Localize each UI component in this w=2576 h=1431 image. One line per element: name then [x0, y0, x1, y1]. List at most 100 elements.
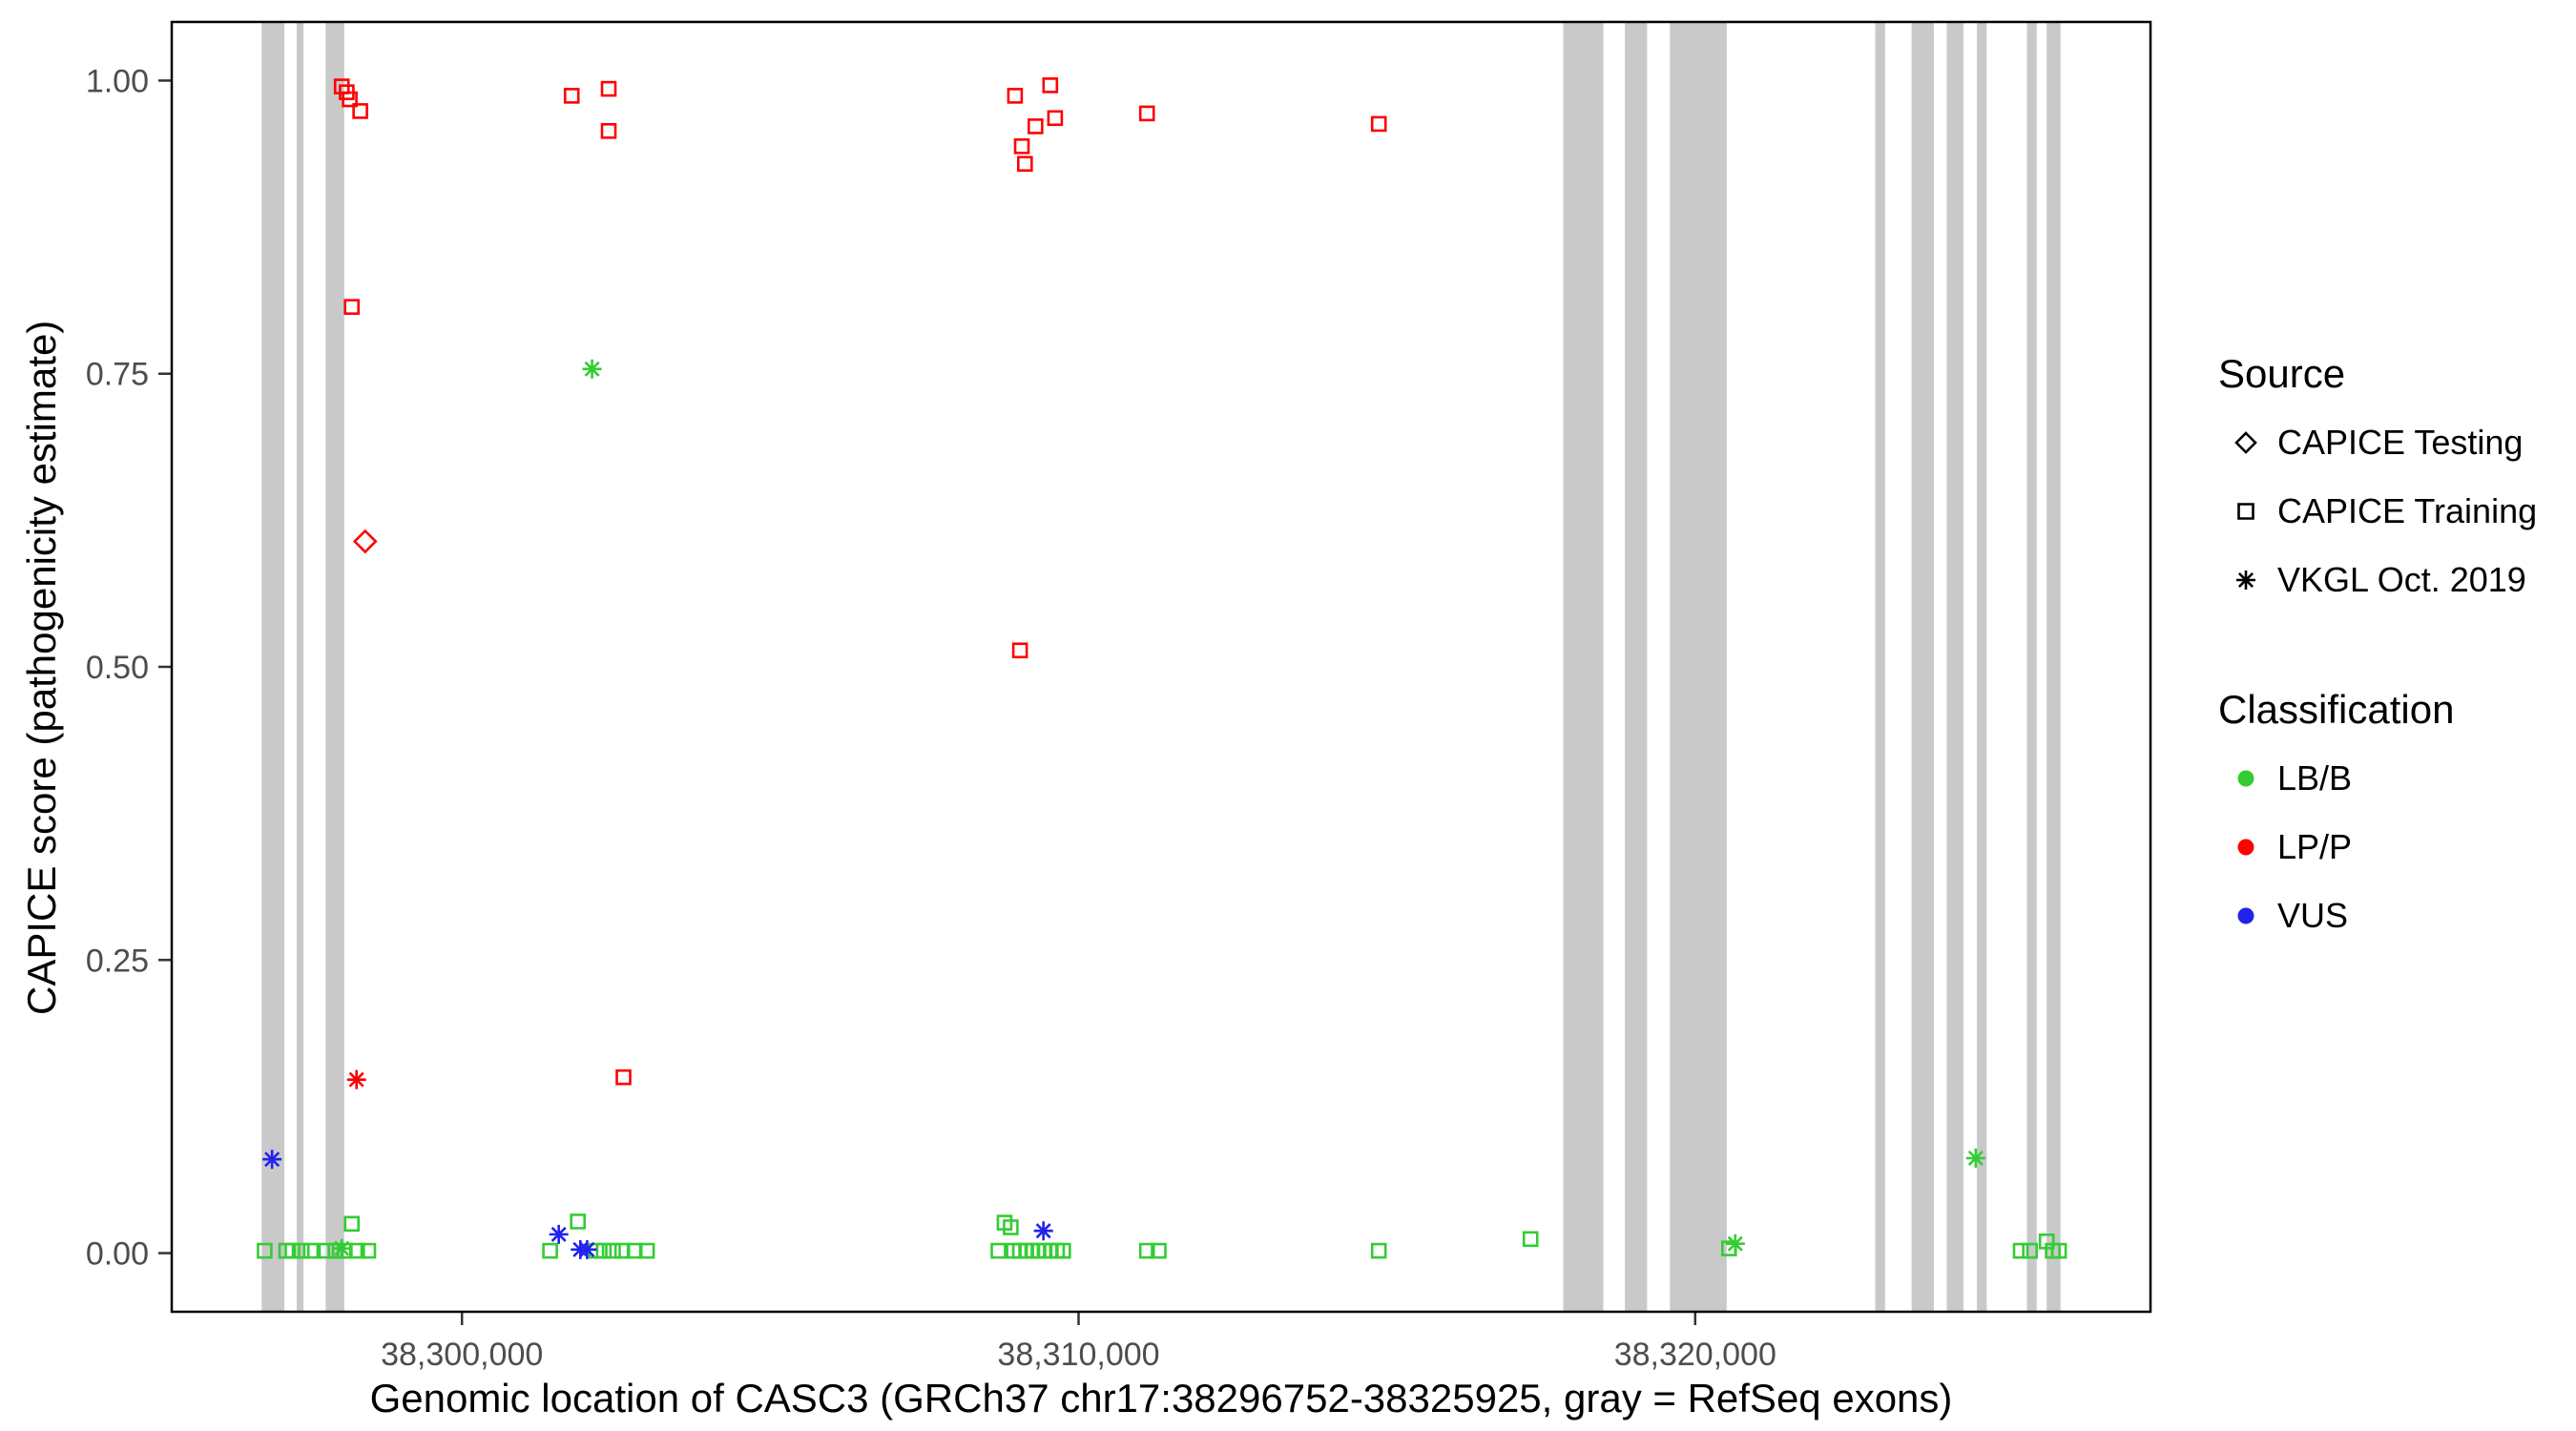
data-point-square — [343, 1215, 361, 1233]
data-point-square — [595, 1242, 613, 1259]
legend-item-capice-testing: CAPICE Testing — [2224, 422, 2537, 464]
data-point-square — [293, 1242, 310, 1259]
data-point-square — [1522, 1231, 1539, 1248]
legend-glyph — [2224, 757, 2268, 799]
legend-group-source: Source CAPICE Testing CAPICE Training VKGL… — [2218, 351, 2537, 601]
data-point-square — [1138, 1242, 1155, 1259]
data-point-square — [342, 91, 358, 108]
series-training-lbb — [257, 1213, 2067, 1259]
legend-glyph — [2224, 895, 2268, 937]
data-point-square — [542, 1242, 558, 1259]
data-point-asterisk — [1725, 1234, 1745, 1254]
exon-bar — [1875, 22, 1885, 1312]
data-point-square — [600, 123, 617, 139]
data-point-square — [1011, 642, 1028, 659]
data-point-square — [2050, 1242, 2067, 1259]
legend-source-title: Source — [2218, 351, 2346, 396]
asterisk-icon — [2236, 570, 2255, 590]
x-tick-label: 38,310,000 — [997, 1337, 1159, 1373]
panel-border — [170, 20, 2152, 1314]
legend-item-label: CAPICE Testing — [2277, 423, 2524, 462]
data-point-asterisk — [262, 1150, 282, 1170]
data-point-asterisk — [1965, 1148, 1985, 1168]
circle-icon — [2237, 770, 2254, 787]
data-point-asterisk — [332, 1238, 352, 1258]
data-point-square — [257, 1242, 273, 1259]
data-point-square — [600, 80, 617, 97]
exon-bar — [2026, 22, 2037, 1312]
y-tick-label: 1.00 — [86, 63, 149, 99]
data-point-asterisk — [549, 1224, 569, 1244]
circle-icon — [2237, 839, 2254, 856]
data-point-square — [615, 1068, 632, 1086]
series-training-lpp — [333, 77, 1387, 1086]
legend-item-vkgl-oct-2019: VKGL Oct. 2019 — [2224, 559, 2537, 601]
data-point-square — [1370, 115, 1387, 133]
exon-bar — [297, 22, 304, 1312]
data-point-square — [2012, 1242, 2029, 1259]
data-point-square — [1007, 88, 1024, 104]
data-point-square — [318, 1242, 335, 1259]
legend-item-label: VKGL Oct. 2019 — [2277, 560, 2526, 599]
exon-bar — [2046, 22, 2061, 1312]
legend-item-label: CAPICE Training — [2277, 491, 2538, 530]
series-vkgl-lpp — [346, 1069, 366, 1089]
data-point-square — [348, 1242, 365, 1259]
data-point-square — [343, 299, 361, 316]
legend-group-classification: Classification LB/B LP/P VUS — [2218, 687, 2537, 937]
series-vkgl-lbb — [332, 359, 1985, 1258]
exon-bar — [1563, 22, 1604, 1312]
exon-bar — [1977, 22, 1987, 1312]
x-axis: 38,300,000 38,310,000 38,320,000 — [381, 1312, 1776, 1373]
legend-classification-items: LB/B LP/P VUS — [2218, 757, 2537, 937]
legend-classification-title: Classification — [2218, 687, 2455, 732]
square-icon — [2237, 503, 2254, 520]
data-point-square — [1013, 138, 1030, 155]
legend-glyph — [2224, 422, 2268, 464]
data-point-square — [1042, 77, 1059, 93]
y-axis: 0.00 0.25 0.50 0.75 1.00 — [86, 63, 172, 1273]
data-point-square — [1138, 105, 1155, 122]
exon-bars — [261, 22, 2061, 1312]
data-point-square — [284, 1242, 301, 1259]
exon-bar — [1946, 22, 1963, 1312]
legend-item-vus: VUS — [2224, 895, 2537, 937]
data-point-square — [1047, 110, 1064, 127]
y-axis-title: CAPICE score (pathogenicity estimate) — [19, 320, 64, 1016]
x-tick-label: 38,300,000 — [381, 1337, 543, 1373]
data-point-square — [563, 88, 580, 104]
data-point-square — [1151, 1242, 1167, 1259]
x-tick-label: 38,320,000 — [1614, 1337, 1776, 1373]
legend-glyph — [2224, 559, 2268, 601]
data-point-square — [302, 1242, 320, 1259]
legend-item-label: LB/B — [2277, 758, 2353, 798]
data-point-square — [1028, 118, 1044, 135]
legend-item-label: LP/P — [2277, 827, 2353, 866]
diamond-icon — [2234, 431, 2257, 454]
circle-icon — [2237, 907, 2254, 924]
exon-bar — [261, 22, 285, 1312]
legend-source-items: CAPICE Testing CAPICE Training VKGL Oct. 2… — [2218, 422, 2537, 601]
legend-item-lp-p: LP/P — [2224, 826, 2537, 868]
data-point-square — [1017, 156, 1033, 172]
series-testing-lpp — [352, 529, 378, 554]
data-point-square — [1003, 1219, 1019, 1235]
data-point-square — [638, 1242, 655, 1259]
legend-item-lb-b: LB/B — [2224, 757, 2537, 799]
legend-glyph — [2224, 490, 2268, 532]
exon-bar — [1625, 22, 1648, 1312]
data-point-asterisk — [1033, 1221, 1053, 1241]
data-point-square — [360, 1242, 377, 1259]
data-point-square — [352, 103, 368, 119]
exon-bar — [325, 22, 344, 1312]
series-vkgl-vus — [262, 1150, 1053, 1259]
y-tick-label: 0.75 — [86, 357, 149, 393]
y-tick-label: 0.25 — [86, 943, 149, 979]
data-point-asterisk — [577, 1239, 597, 1259]
legend-item-label: VUS — [2277, 896, 2349, 935]
data-point-square — [570, 1213, 587, 1230]
y-tick-label: 0.00 — [86, 1236, 149, 1273]
data-point-diamond — [352, 529, 378, 554]
